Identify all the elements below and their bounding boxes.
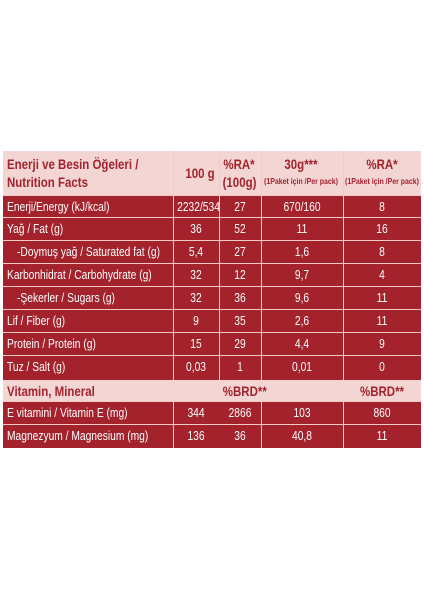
row-value-100g: 32: [190, 291, 202, 305]
row-ra-30g: 11: [376, 314, 388, 328]
row-divider: [3, 355, 421, 356]
header-title-line1: Enerji ve Besin Öğeleri /: [7, 156, 139, 172]
row-divider: [3, 195, 421, 196]
vitamin-row-brd-100g: 36: [234, 429, 246, 443]
column-divider: [343, 151, 344, 448]
row-value-30g: 670/160: [283, 200, 321, 214]
row-value-30g: 2,6: [294, 314, 310, 328]
row-ra-30g: 11: [376, 291, 388, 305]
row-ra-100g: 29: [234, 337, 246, 351]
row-divider: [3, 263, 421, 264]
row-ra-100g: 35: [234, 314, 246, 328]
header-30g-sub: (1Paket için /Per pack): [263, 176, 339, 186]
row-ra-30g: 8: [379, 245, 385, 259]
row-value-100g: 36: [190, 222, 202, 236]
row-value-100g: 32: [190, 268, 202, 282]
column-divider: [173, 151, 174, 448]
vitamin-header-label: Vitamin, Mineral: [7, 383, 95, 399]
vitamin-mineral-header: Vitamin, Mineral %BRD** %BRD**: [3, 380, 421, 401]
row-label: Tuz / Salt (g): [7, 360, 66, 374]
vitamin-row-brd-30g: 11: [376, 429, 388, 443]
header-30g: 30g***: [284, 156, 318, 172]
row-ra-30g: 4: [379, 268, 385, 282]
row-value-30g: 9,7: [294, 268, 310, 282]
row-label: Enerji/Energy (kJ/kcal): [7, 200, 110, 214]
column-divider: [261, 151, 262, 448]
row-divider: [3, 309, 421, 310]
row-ra-100g: 27: [234, 200, 246, 214]
vitamin-row-value-30g: 103: [293, 406, 311, 420]
column-divider: [219, 151, 220, 380]
row-value-30g: 9,6: [294, 291, 310, 305]
row-value-30g: 4,4: [294, 337, 310, 351]
vitamin-row-value-30g: 40,8: [292, 429, 312, 443]
vitamin-row-value-100g: 136: [187, 429, 205, 443]
vitamin-header-brd2: %BRD**: [359, 383, 405, 399]
row-value-100g: 2232/534: [177, 200, 220, 214]
row-label: Yağ / Fat (g): [7, 222, 64, 236]
row-ra-100g: 27: [234, 245, 246, 259]
row-value-30g: 0,01: [292, 360, 312, 374]
row-ra-100g: 1: [237, 360, 243, 374]
vitamin-row-brd-100g: 2866: [228, 406, 252, 420]
row-divider: [3, 424, 421, 425]
row-divider: [3, 240, 421, 241]
row-ra-30g: 16: [376, 222, 388, 236]
row-label: Karbonhidrat / Carbohydrate (g): [7, 268, 152, 282]
row-ra-100g: 36: [234, 291, 246, 305]
row-label: -Şekerler / Sugars (g): [17, 291, 115, 305]
vitamin-row-label: E vitamini / Vitamin E (mg): [7, 406, 128, 420]
header-ra2-sub: (1Paket için /Per pack): [344, 176, 420, 186]
row-divider: [3, 332, 421, 333]
row-ra-30g: 0: [379, 360, 385, 374]
row-label: Lif / Fiber (g): [7, 314, 66, 328]
header-ra-line2: (100g): [222, 174, 257, 190]
row-value-30g: 1,6: [294, 245, 310, 259]
vitamin-row-brd-30g: 860: [373, 406, 391, 420]
header-ra-line1: %RA*: [223, 156, 255, 172]
nutrition-table: Enerji ve Besin Öğeleri / Nutrition Fact…: [3, 151, 421, 448]
row-ra-30g: 8: [379, 200, 385, 214]
row-label: -Doymuş yağ / Saturated fat (g): [17, 245, 161, 259]
header-ra2: %RA*: [366, 156, 398, 172]
row-value-30g: 11: [296, 222, 308, 236]
vitamin-header-brd1: %BRD**: [222, 383, 267, 399]
vitamin-row-value-100g: 344: [187, 406, 205, 420]
header-title-line2: Nutrition Facts: [7, 174, 89, 190]
row-ra-100g: 12: [234, 268, 246, 282]
row-ra-100g: 52: [234, 222, 246, 236]
header-100g: 100 g: [185, 165, 215, 181]
row-value-100g: 0,03: [186, 360, 206, 374]
row-divider: [3, 286, 421, 287]
row-divider: [3, 401, 421, 402]
table-header: Enerji ve Besin Öğeleri / Nutrition Fact…: [3, 151, 421, 195]
row-value-100g: 15: [190, 337, 202, 351]
row-ra-30g: 9: [379, 337, 385, 351]
row-divider: [3, 217, 421, 218]
row-value-100g: 9: [193, 314, 199, 328]
row-label: Protein / Protein (g): [7, 337, 96, 351]
vitamin-row-label: Magnezyum / Magnesium (mg): [7, 429, 149, 443]
row-value-100g: 5,4: [188, 245, 204, 259]
